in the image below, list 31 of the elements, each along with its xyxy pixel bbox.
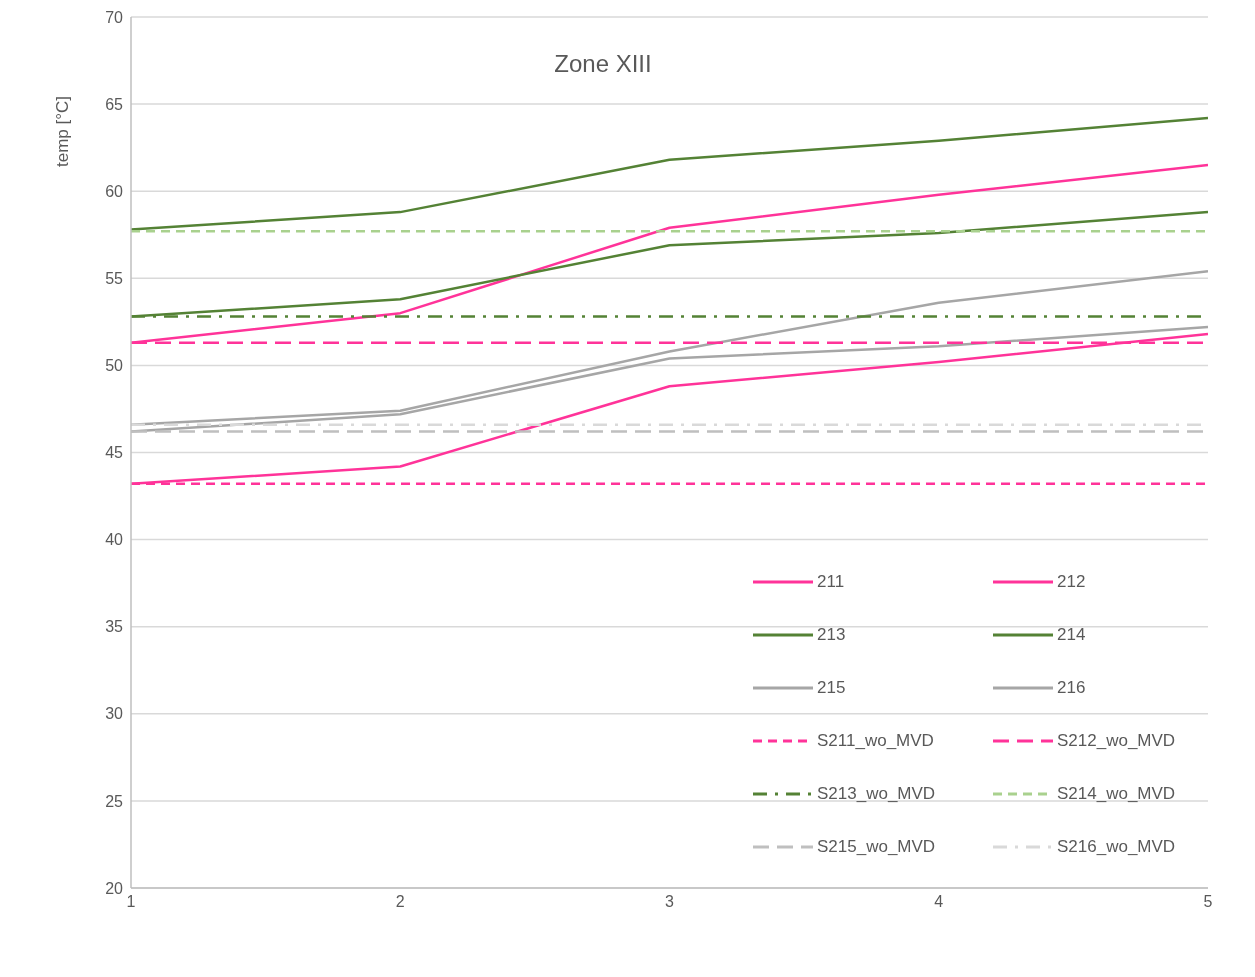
legend-label: 213 [817, 625, 846, 645]
y-tick-label: 20 [105, 879, 124, 897]
y-tick-label: 55 [105, 269, 124, 287]
x-tick-label: 1 [126, 893, 136, 911]
x-tick-label: 2 [395, 893, 405, 911]
y-tick-label: 40 [105, 531, 124, 549]
legend-label: 211 [817, 572, 845, 592]
x-tick-label: 5 [1203, 893, 1213, 911]
y-tick-label: 50 [105, 357, 124, 375]
y-tick-label: 45 [105, 444, 124, 462]
y-tick-label: 70 [105, 8, 124, 26]
legend-label: 214 [1057, 625, 1086, 645]
y-tick-label: 60 [105, 182, 124, 200]
y-tick-label: 65 [105, 95, 124, 113]
legend-label: S215_wo_MVD [817, 837, 936, 857]
y-tick-label: 30 [105, 705, 124, 723]
x-tick-label: 3 [665, 893, 675, 911]
y-tick-label: 25 [105, 792, 124, 810]
y-tick-label: 35 [105, 618, 124, 636]
legend-label: S212_wo_MVD [1057, 731, 1176, 751]
line-series [131, 116, 1208, 231]
x-tick-label: 4 [934, 893, 944, 911]
legend-label: S216_wo_MVD [1057, 837, 1176, 857]
legend-label: S211_wo_MVD [817, 731, 934, 751]
text: Zone XIII [553, 50, 653, 78]
y-axis-title: temp [°C] [53, 95, 73, 167]
legend-label: S213_wo_MVD [817, 784, 936, 804]
legend-label: 212 [1057, 572, 1086, 592]
legend-label: 215 [817, 678, 846, 698]
legend-label: 216 [1057, 678, 1086, 698]
legend-label: S214_wo_MVD [1057, 784, 1176, 804]
